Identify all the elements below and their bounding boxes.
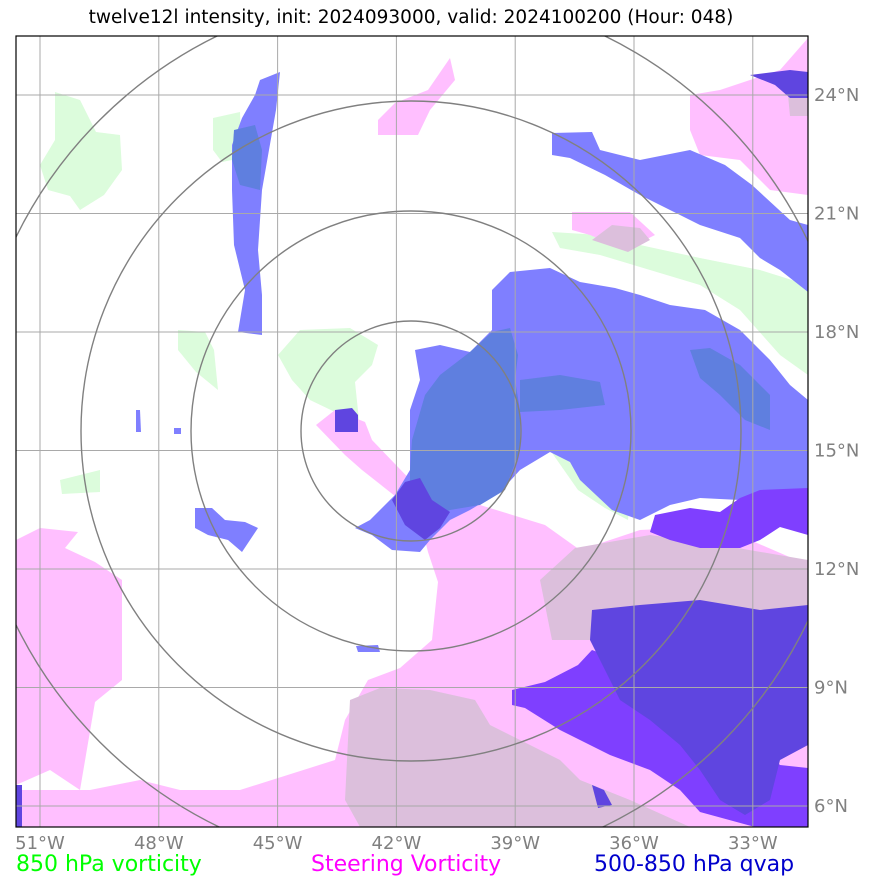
latitude-tick-label: 15°N: [814, 441, 859, 462]
longitude-tick-label: 39°W: [490, 833, 540, 854]
latitude-tick-label: 24°N: [814, 85, 859, 106]
vort850-area-center: [278, 328, 378, 430]
qvap-purple-center: [392, 478, 450, 540]
qvap-streak-n: [232, 72, 280, 335]
qvap-ne-corner: [750, 70, 808, 98]
range-ring: [190, 210, 632, 652]
steer-area-n: [378, 58, 455, 135]
legend-steering-vorticity: Steering Vorticity: [311, 852, 502, 877]
longitude-tick-label: 51°W: [15, 833, 65, 854]
latitude-tick-label: 6°N: [814, 796, 848, 817]
map-title: twelve12l intensity, init: 2024093000, v…: [88, 7, 734, 28]
vort850-area-sw: [60, 470, 100, 494]
qvap-square-center: [335, 408, 358, 432]
map-frame: [15, 35, 809, 828]
qvap-dot-s: [356, 645, 380, 652]
latitude-labels: 24°N 21°N 18°N 15°N 12°N 9°N 6°N: [814, 85, 859, 817]
qvap-blend-n: [232, 125, 262, 190]
qvap-dot-s2: [592, 785, 612, 808]
overlap-area-21n: [592, 225, 650, 252]
steer-area-sw: [16, 528, 122, 790]
latitude-tick-label: 12°N: [814, 559, 859, 580]
qvap-blend-ne: [690, 348, 770, 430]
latitude-tick-label: 21°N: [814, 204, 859, 225]
legend-qvap: 500-850 hPa qvap: [594, 852, 795, 877]
longitude-tick-label: 45°W: [253, 833, 303, 854]
qvap-blend-inner: [410, 328, 520, 520]
longitude-labels: 51°W 48°W 45°W 42°W 39°W 36°W 33°W: [15, 833, 778, 854]
overlap-area-ne-corner: [788, 95, 808, 116]
longitude-tick-label: 42°W: [372, 833, 422, 854]
latitude-tick-label: 18°N: [814, 322, 859, 343]
range-rings: [16, 36, 808, 827]
vort850-area-w: [178, 330, 218, 390]
longitude-tick-label: 36°W: [609, 833, 659, 854]
qvap-dot-w1: [136, 410, 141, 432]
range-ring: [300, 320, 522, 542]
qvap-blob-west: [195, 508, 258, 552]
vort850-band-ne: [552, 232, 808, 375]
qvap-dot-w2: [174, 428, 181, 434]
qvap-se-dark: [590, 600, 808, 815]
latitude-tick-label: 9°N: [814, 678, 848, 699]
longitude-tick-label: 33°W: [728, 833, 778, 854]
legend-850-vorticity: 850 hPa vorticity: [16, 852, 202, 877]
qvap-layer: [16, 70, 808, 827]
range-ring: [80, 100, 742, 762]
vort850-area-nw: [40, 92, 122, 210]
longitude-tick-label: 48°W: [134, 833, 184, 854]
qvap-blend-east: [520, 375, 605, 412]
steer-diagonal: [316, 410, 420, 500]
graticule: [16, 36, 808, 827]
